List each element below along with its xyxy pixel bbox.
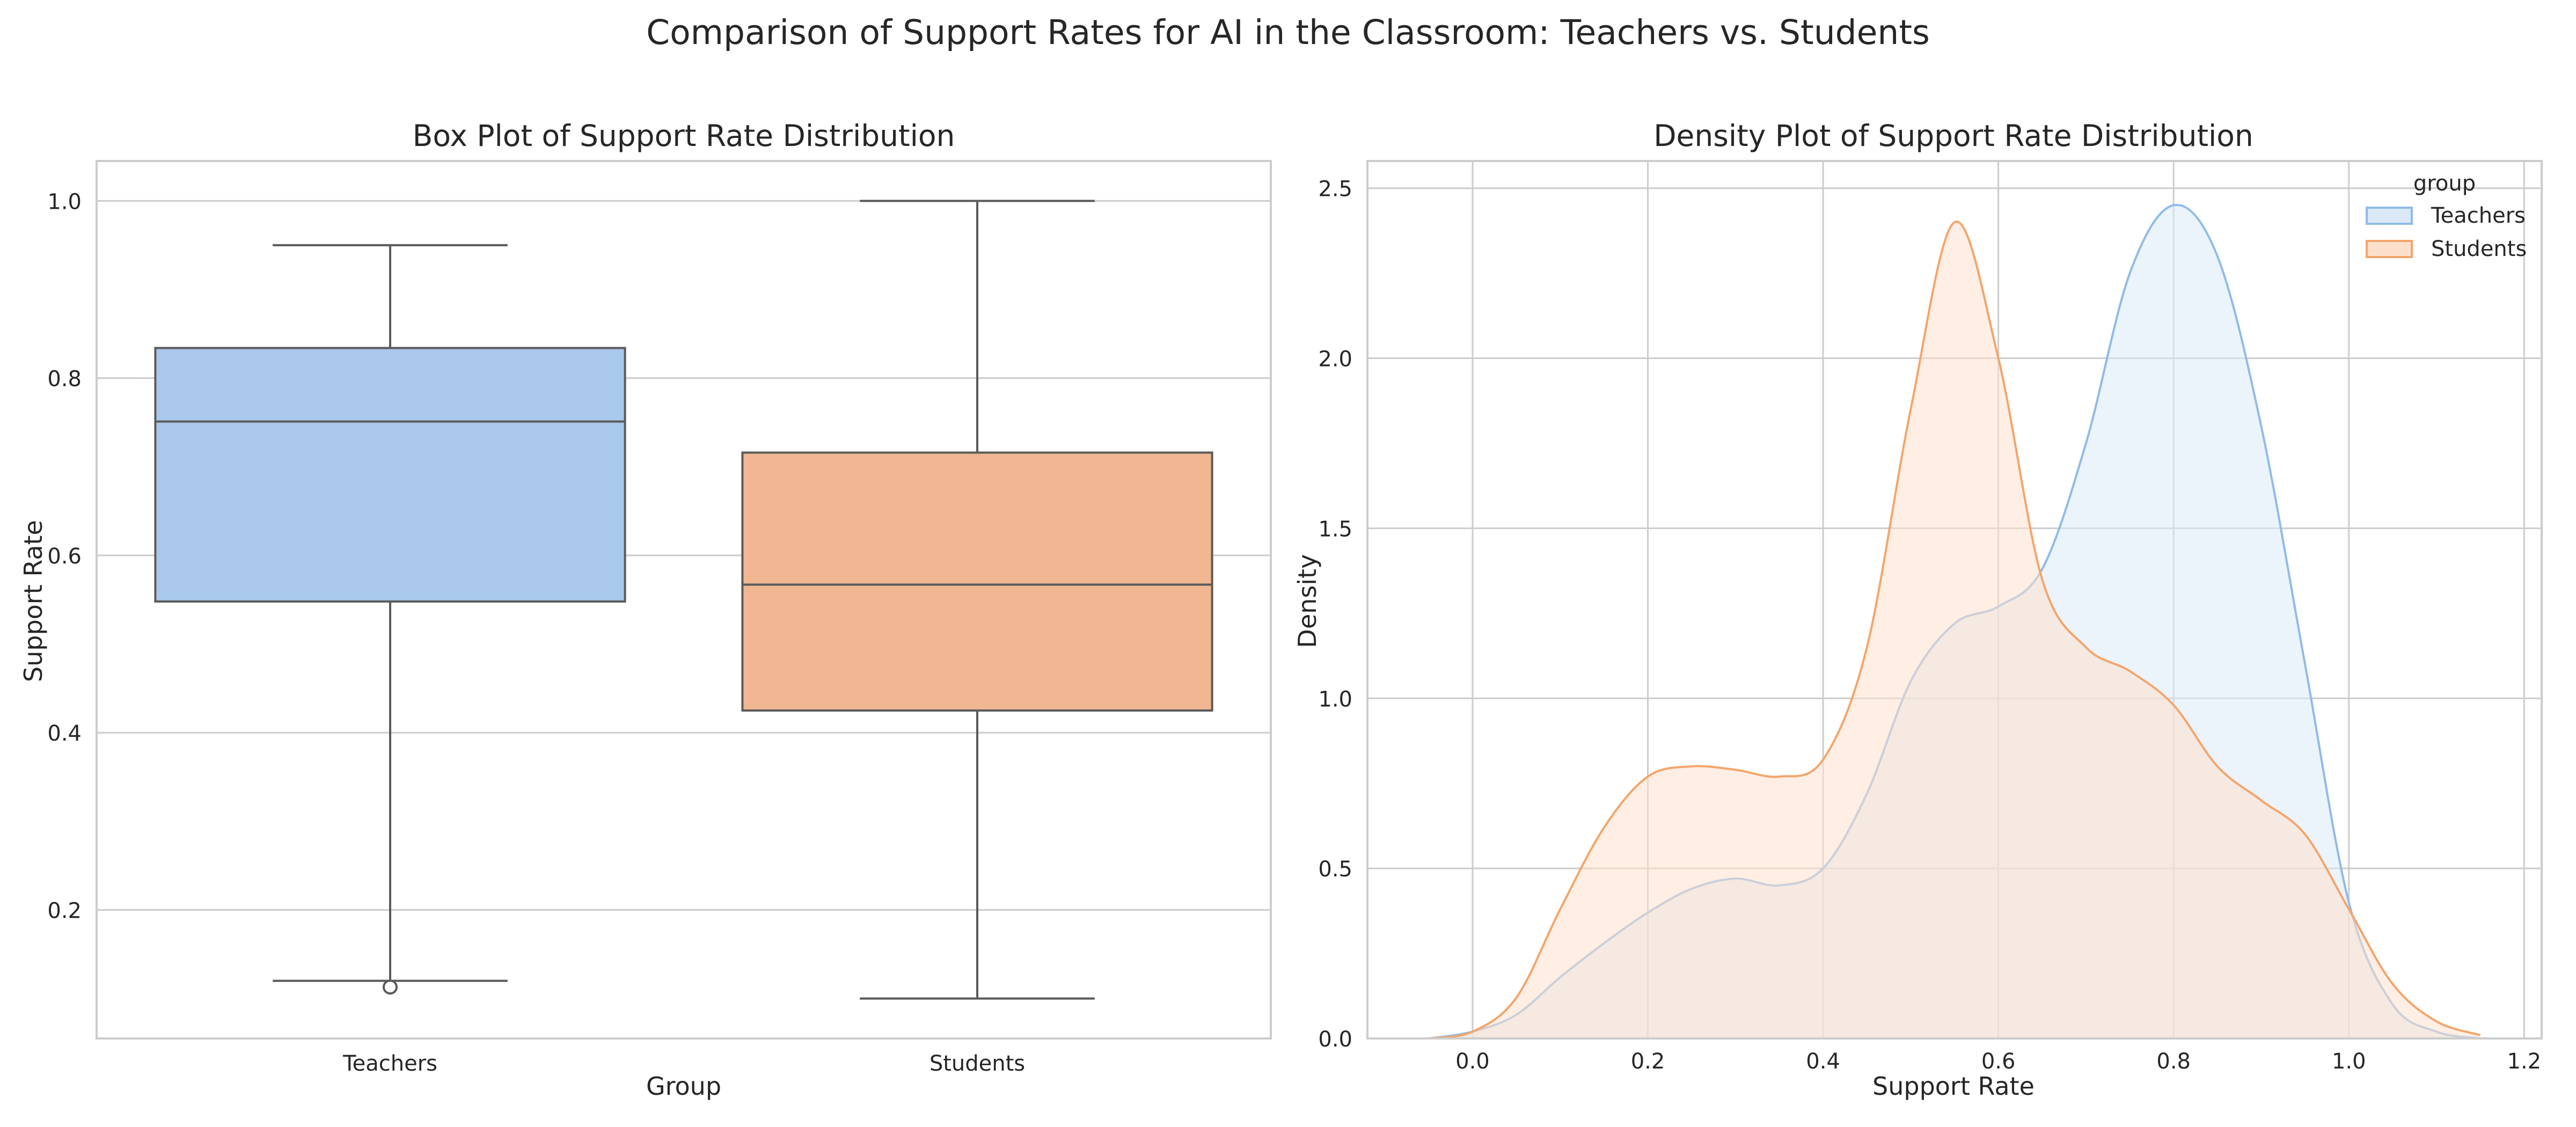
- density-ytick-label: 1.0: [1318, 687, 1352, 712]
- density-ytick-label: 1.5: [1318, 517, 1352, 541]
- density-ytick-label: 0.0: [1318, 1027, 1352, 1052]
- figure-title: Comparison of Support Rates for AI in th…: [646, 13, 1930, 52]
- density-plot-xlabel: Support Rate: [1872, 1072, 2035, 1101]
- density-xtick-label: 0.6: [1981, 1049, 2016, 1074]
- box-xtick-label: Teachers: [342, 1051, 437, 1076]
- legend-swatch-students: [2367, 241, 2412, 257]
- density-xtick-label: 1.2: [2507, 1049, 2542, 1074]
- density-ytick-label: 0.5: [1318, 857, 1352, 882]
- box-ytick-label: 1.0: [47, 189, 82, 214]
- box-iqr-teachers: [155, 348, 625, 601]
- box-plot-ylabel: Support Rate: [19, 520, 48, 682]
- density-xtick-label: 1.0: [2332, 1049, 2366, 1074]
- legend-title: group: [2413, 171, 2476, 196]
- density-plot-title: Density Plot of Support Rate Distributio…: [1653, 119, 2253, 153]
- density-ytick-label: 2.0: [1318, 347, 1352, 372]
- box-iqr-students: [742, 452, 1212, 711]
- density-xtick-label: 0.4: [1806, 1049, 1840, 1074]
- box-ytick-label: 0.6: [47, 544, 82, 569]
- box-ytick-label: 0.8: [47, 367, 82, 392]
- density-xtick-label: 0.8: [2156, 1049, 2191, 1074]
- legend-label-students: Students: [2431, 237, 2527, 261]
- box-plot-xlabel: Group: [646, 1072, 721, 1101]
- density-plot-ylabel: Density: [1293, 554, 1322, 648]
- legend-label-teachers: Teachers: [2431, 203, 2526, 228]
- box-ytick-label: 0.2: [47, 899, 82, 924]
- density-ytick-label: 2.5: [1318, 177, 1352, 202]
- legend-swatch-teachers: [2367, 208, 2412, 224]
- box-xtick-label: Students: [930, 1051, 1025, 1076]
- density-xtick-label: 0.0: [1455, 1049, 1490, 1074]
- box-plot-title: Box Plot of Support Rate Distribution: [413, 119, 955, 153]
- box-ytick-label: 0.4: [47, 721, 82, 746]
- density-xtick-label: 0.2: [1631, 1049, 1665, 1074]
